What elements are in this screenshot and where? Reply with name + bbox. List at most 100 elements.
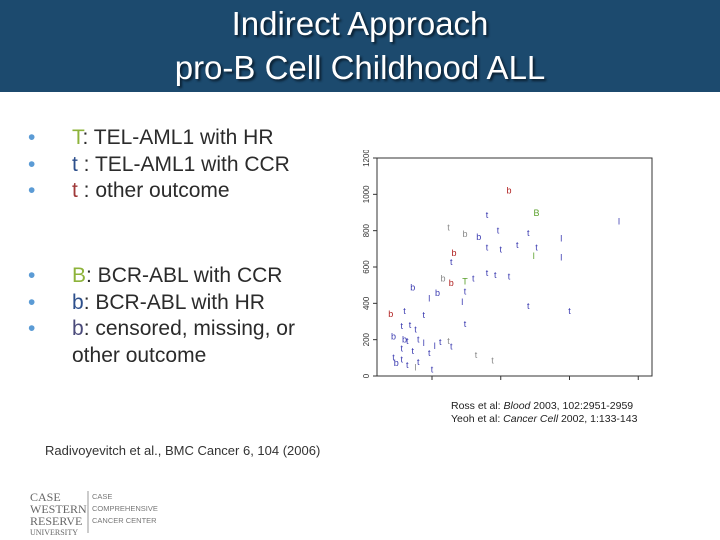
case-western-logo: CASE WESTERN RESERVE UNIVERSITY CASE COM… (30, 490, 158, 537)
bullet-text-continued: other outcome (72, 343, 207, 367)
scatter-point: t (494, 270, 497, 280)
ref-journal: Blood (503, 400, 531, 412)
logo-line-1: CASE (30, 490, 61, 504)
scatter-point: t (491, 355, 494, 365)
scatter-point: t (403, 306, 406, 316)
bullet-symbol: T (72, 126, 83, 149)
title-line-1: Indirect Approach (231, 5, 489, 42)
bullet-text: : TEL-AML1 with CCR (77, 152, 290, 176)
scatter-point: t (417, 334, 420, 344)
y-tick-label: 1000 (362, 185, 371, 203)
bullet-symbol: b (72, 290, 84, 314)
bullet-text: : BCR-ABL with HR (83, 290, 265, 314)
bullet-symbol: b (72, 317, 84, 340)
scatter-point: t (527, 301, 530, 311)
reference-ross: Ross et al: Blood 2003, 102:2951-2959 (451, 400, 637, 413)
y-tick-label: 0 (362, 373, 371, 378)
scatter-point: t (400, 321, 403, 331)
scatter-point: t (439, 337, 442, 347)
scatter-point: t (475, 350, 478, 360)
scatter-point: t (417, 357, 420, 367)
ref-authors: Ross et al: (451, 400, 504, 412)
scatter-point: t (431, 364, 434, 374)
scatter-point: l (533, 251, 535, 261)
scatter-point: B (533, 208, 539, 218)
bullet-text: : censored, missing, or (83, 317, 295, 340)
scatter-point: b (449, 278, 454, 288)
scatter-point: t (486, 268, 489, 278)
scatter-point: t (464, 319, 467, 329)
y-tick-label: 600 (362, 260, 371, 274)
scatter-point: b (462, 229, 467, 239)
scatter-point: t (535, 243, 538, 253)
logo-line-3: RESERVE (30, 514, 82, 528)
bullet-dot: • (28, 290, 36, 314)
scatter-point: t (409, 320, 412, 330)
scatter-point: t (497, 225, 500, 235)
scatter-point: t (411, 346, 414, 356)
scatter-point: b (391, 332, 396, 342)
bullet-list-tel-aml1: • T: TEL-AML1 with HR • t : TEL-AML1 with … (28, 125, 290, 205)
bullet-item: • b: BCR-ABL with HR (28, 290, 295, 317)
y-tick-label: 400 (362, 296, 371, 310)
scatter-point: t (414, 324, 417, 334)
scatter-point: l (560, 234, 562, 244)
bullet-item: • b: censored, missing, or other outcome (28, 316, 295, 369)
bullet-dot: • (28, 317, 36, 340)
scatter-point: t (406, 336, 409, 346)
title-line-2: pro-B Cell Childhood ALL (174, 49, 546, 86)
scatter-point: t (568, 306, 571, 316)
logo-right-2: COMPREHENSIVE (92, 504, 158, 513)
scatter-point: t (422, 310, 425, 320)
scatter-point: t (406, 360, 409, 370)
scatter-point: t (428, 348, 431, 358)
scatter-point: t (450, 342, 453, 352)
scatter-point: b (451, 248, 456, 258)
ref-details: 2003, 102:2951-2959 (530, 400, 634, 412)
scatter-point: t (499, 244, 502, 254)
ref-authors: Yeoh et al: (451, 413, 504, 425)
bullet-symbol: t (72, 179, 78, 202)
scatter-point: b (435, 288, 440, 298)
scatter-point: l (560, 253, 562, 263)
scatter-point: l (461, 297, 463, 307)
y-tick-label: 1200 (362, 150, 371, 167)
title-banner: Indirect Approach pro-B Cell Childhood A… (0, 0, 720, 92)
scatter-point: t (400, 343, 403, 353)
scatter-point: t (508, 272, 511, 282)
scatter-point: t (447, 223, 450, 233)
bullet-symbol: B (72, 264, 87, 287)
references: Ross et al: Blood 2003, 102:2951-2959 Ye… (451, 400, 637, 426)
scatter-point: t (472, 274, 475, 284)
scatter-point: l (423, 338, 425, 348)
ref-details: 2002, 1:133-143 (558, 413, 638, 425)
bullet-item: • B: BCR-ABL with CCR (28, 263, 295, 290)
scatter-point: b (394, 358, 399, 368)
y-tick-label: 200 (362, 332, 371, 346)
scatter-point: b (402, 334, 407, 344)
scatter-point: t (450, 257, 453, 267)
scatter-point: l (618, 216, 620, 226)
bullet-item: • t : other outcome (28, 178, 290, 205)
scatter-point: b (476, 232, 481, 242)
bullet-list-bcr-abl: • B: BCR-ABL with CCR • b: BCR-ABL with HR… (28, 263, 295, 369)
bullet-item: • T: TEL-AML1 with HR (28, 125, 290, 152)
citation: Radivoyevitch et al., BMC Cancer 6, 104 … (45, 443, 321, 458)
scatter-point: b (388, 309, 393, 319)
reference-yeoh: Yeoh et al: Cancer Cell 2002, 1:133-143 (451, 413, 637, 426)
scatter-point: l (428, 294, 430, 304)
logo-line-4: UNIVERSITY (30, 528, 78, 537)
scatter-point: t (486, 243, 489, 253)
ref-journal: Cancer Cell (503, 413, 559, 425)
scatter-point: t (527, 228, 530, 238)
scatter-point: T (462, 276, 468, 286)
scatter-point: l (434, 341, 436, 351)
bullet-text: : TEL-AML1 with HR (82, 126, 274, 149)
bullet-dot: • (28, 264, 36, 287)
scatter-point: l (415, 363, 417, 373)
scatter-point: t (392, 353, 395, 363)
bullet-item: • t : TEL-AML1 with CCR (28, 152, 290, 179)
logo-right-1: CASE (92, 492, 112, 501)
scatter-point: t (400, 354, 403, 364)
bullet-symbol: t (72, 152, 78, 176)
